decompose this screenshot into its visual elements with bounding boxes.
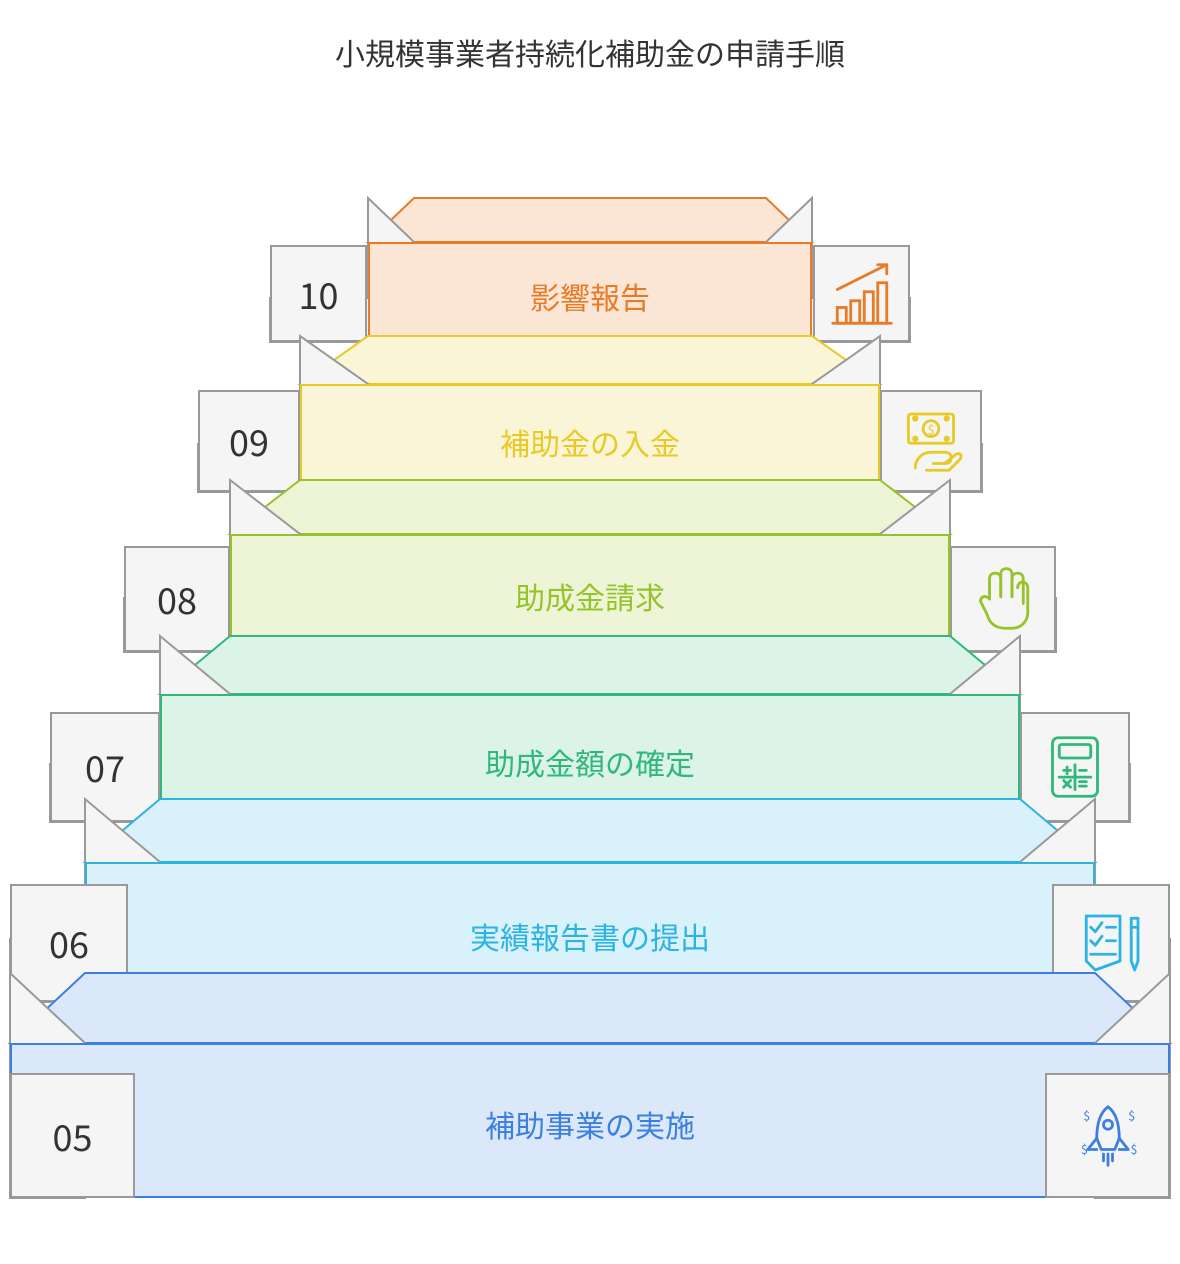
svg-text:$: $: [1083, 1106, 1090, 1124]
rocket-icon: $ $ $ $: [1072, 1100, 1144, 1172]
checklist-pen-icon: [1075, 907, 1147, 979]
step-09-number-box: 09: [198, 390, 300, 492]
svg-text:$: $: [1130, 1140, 1137, 1158]
hand-icon: [967, 563, 1039, 635]
svg-text:$: $: [1128, 1106, 1135, 1124]
step-05-number-box: 05: [10, 1073, 135, 1198]
step-number: 09: [229, 415, 269, 467]
step-10-icon-box: [813, 245, 910, 342]
step-06-label: 実績報告書の提出: [470, 914, 710, 958]
step-07-label: 助成金額の確定: [485, 740, 695, 784]
step-10-number-box: 10: [270, 245, 367, 342]
step-06-tread: [85, 799, 1095, 862]
step-10-tread: [368, 198, 812, 242]
step-number: 05: [53, 1110, 93, 1162]
step-10-label: 影響報告: [530, 274, 650, 318]
calculator-icon: [1039, 731, 1111, 803]
step-number: 08: [157, 573, 197, 625]
step-number: 07: [85, 741, 125, 793]
step-09-label: 補助金の入金: [500, 420, 680, 464]
step-05-tread: [10, 973, 1170, 1043]
step-09-tread: [300, 336, 880, 384]
step-09-icon-box: $: [880, 390, 982, 492]
step-number: 10: [299, 268, 339, 320]
svg-text:$: $: [1081, 1140, 1088, 1158]
step-08-label: 助成金請求: [515, 574, 665, 618]
step-05-icon-box: $ $ $ $: [1045, 1073, 1170, 1198]
stair-diagram: 10 影響報告 09: [0, 74, 1180, 1244]
money-hand-icon: $: [895, 405, 967, 477]
step-08-tread: [230, 480, 950, 534]
infographic-title: 小規模事業者持続化補助金の申請手順: [0, 0, 1180, 74]
svg-text:$: $: [928, 420, 935, 438]
step-07-tread: [160, 636, 1020, 694]
growth-chart-icon: [826, 258, 898, 330]
step-number: 06: [49, 917, 89, 969]
step-05-label: 補助事業の実施: [485, 1102, 695, 1146]
